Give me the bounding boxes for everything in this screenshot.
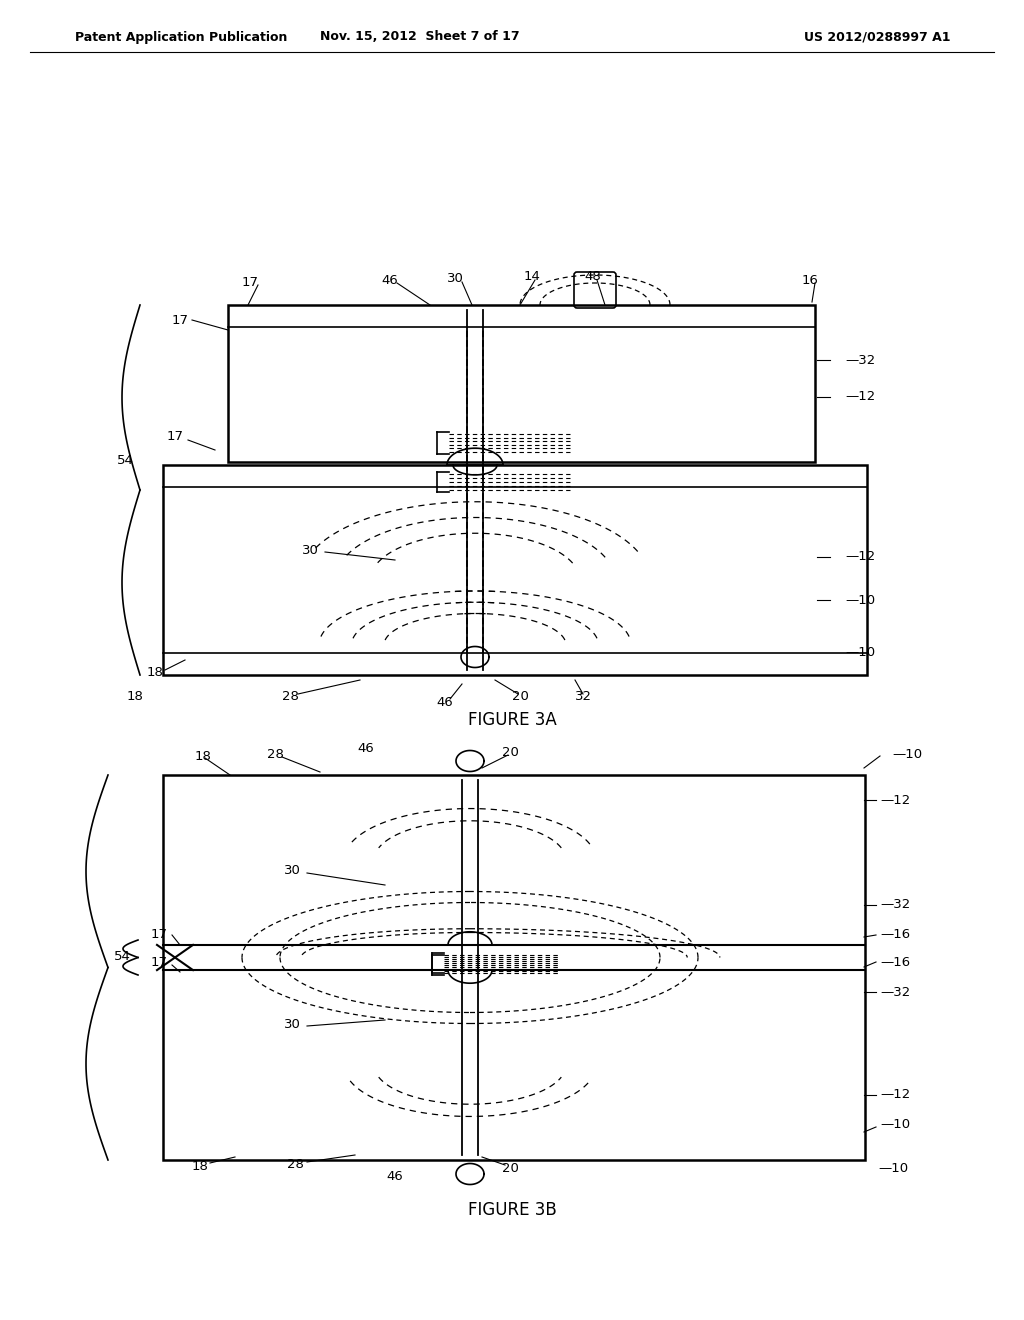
- Text: —10: —10: [880, 1118, 910, 1131]
- Text: —16: —16: [880, 956, 910, 969]
- Bar: [228, 305, 815, 462]
- Text: —10: —10: [892, 747, 923, 760]
- Text: —32: —32: [880, 899, 910, 912]
- Text: 28: 28: [282, 690, 298, 704]
- Text: 30: 30: [301, 544, 318, 557]
- Text: 17: 17: [171, 314, 188, 326]
- Text: 46: 46: [436, 697, 454, 710]
- Text: 32: 32: [574, 690, 592, 704]
- Text: —12: —12: [880, 1089, 910, 1101]
- Text: —16: —16: [880, 928, 910, 941]
- Text: 14: 14: [523, 269, 541, 282]
- Text: 17: 17: [151, 928, 168, 941]
- Text: —12: —12: [845, 550, 876, 564]
- Text: 18: 18: [195, 750, 212, 763]
- Text: 54: 54: [114, 950, 130, 964]
- Text: 46: 46: [357, 742, 375, 755]
- Text: 16: 16: [802, 273, 818, 286]
- Text: 20: 20: [502, 746, 518, 759]
- Text: Nov. 15, 2012  Sheet 7 of 17: Nov. 15, 2012 Sheet 7 of 17: [321, 30, 520, 44]
- Text: FIGURE 3A: FIGURE 3A: [468, 711, 556, 729]
- Text: 30: 30: [446, 272, 464, 285]
- Text: 17: 17: [242, 276, 258, 289]
- Bar: [163, 465, 867, 675]
- Text: Patent Application Publication: Patent Application Publication: [75, 30, 288, 44]
- Text: —10: —10: [845, 645, 876, 659]
- Text: 20: 20: [512, 690, 528, 704]
- Text: 28: 28: [287, 1159, 303, 1172]
- Text: FIGURE 3B: FIGURE 3B: [468, 1201, 556, 1218]
- Text: —12: —12: [880, 793, 910, 807]
- Text: —10: —10: [845, 594, 876, 606]
- Text: 46: 46: [382, 273, 398, 286]
- Text: US 2012/0288997 A1: US 2012/0288997 A1: [804, 30, 950, 44]
- Text: 18: 18: [146, 665, 164, 678]
- Text: 18: 18: [127, 689, 143, 702]
- Text: 17: 17: [151, 956, 168, 969]
- Bar: [163, 775, 865, 1160]
- Text: 54: 54: [117, 454, 133, 466]
- Text: 46: 46: [387, 1171, 403, 1184]
- Text: 28: 28: [266, 747, 284, 760]
- Text: —12: —12: [845, 391, 876, 404]
- Text: 17: 17: [167, 430, 183, 444]
- Text: 30: 30: [284, 1019, 300, 1031]
- Text: —32: —32: [880, 986, 910, 998]
- Text: 30: 30: [284, 863, 300, 876]
- Text: —32: —32: [845, 354, 876, 367]
- Text: 20: 20: [502, 1162, 518, 1175]
- Text: —10: —10: [878, 1162, 908, 1175]
- Text: 18: 18: [191, 1160, 209, 1173]
- Text: 48: 48: [585, 269, 601, 282]
